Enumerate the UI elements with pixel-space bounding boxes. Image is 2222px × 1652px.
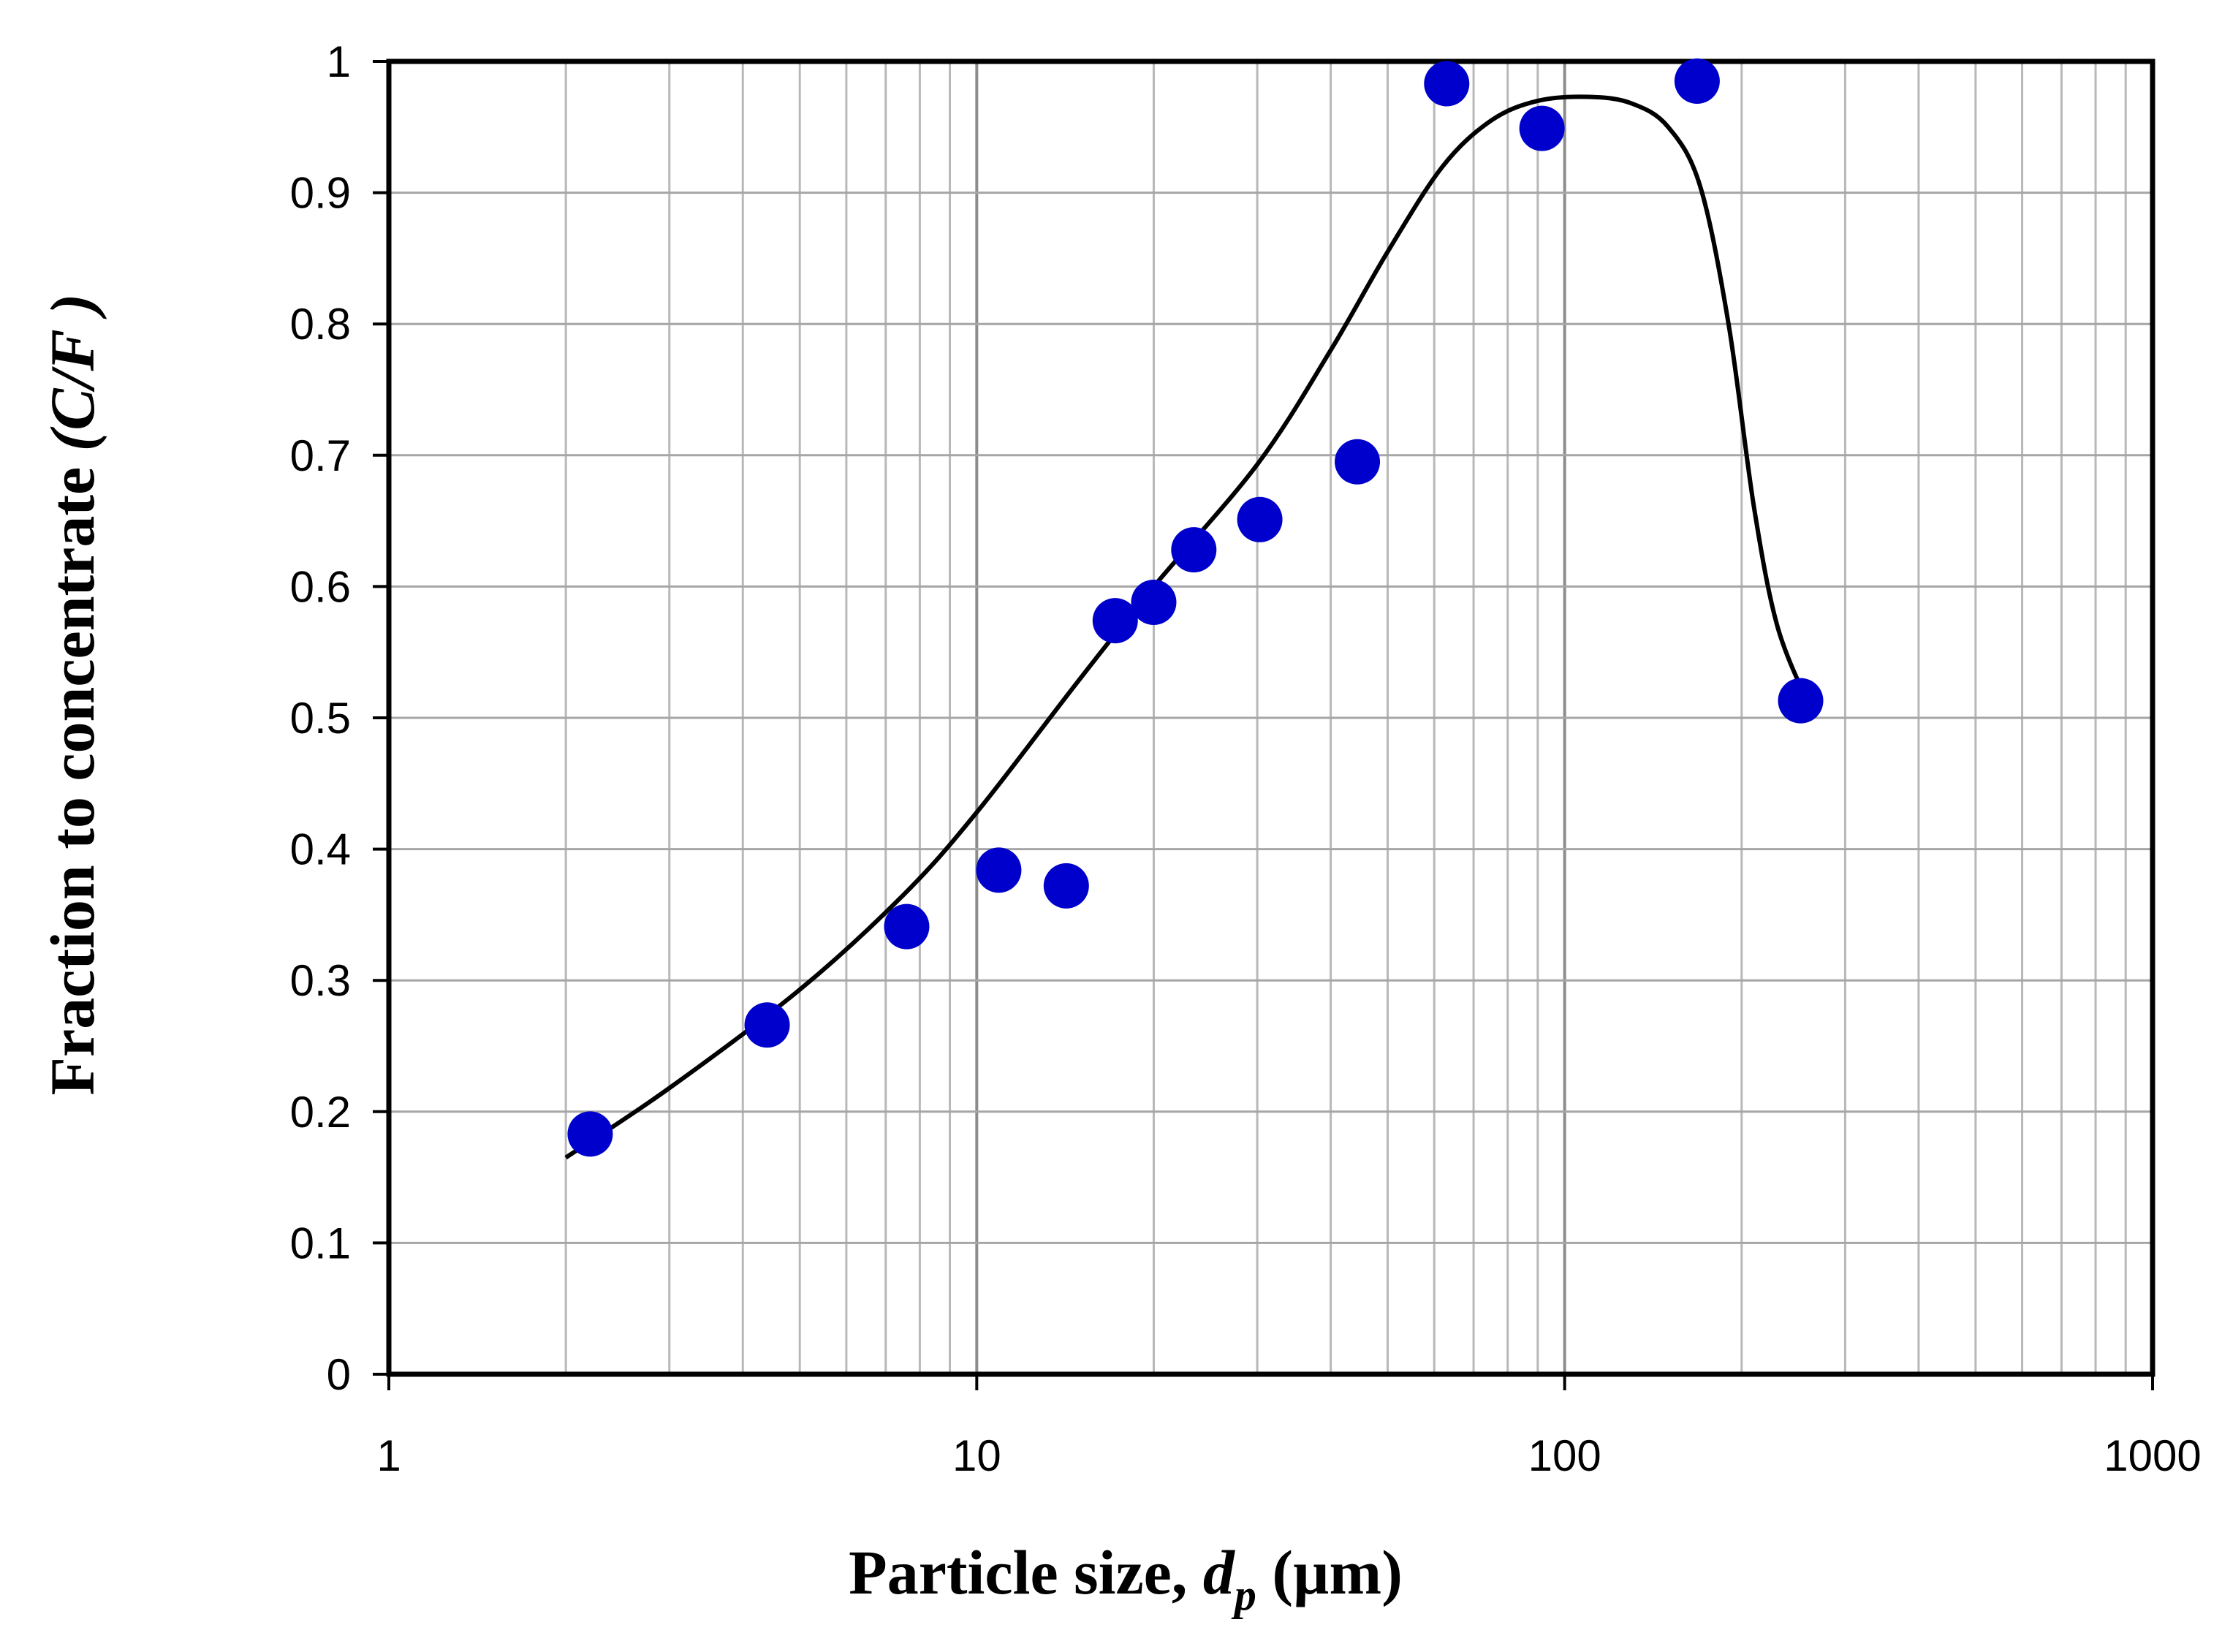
data-point [1092, 598, 1138, 644]
data-point [567, 1111, 613, 1157]
x-tick-label: 1000 [2104, 1431, 2201, 1480]
y-tick-label: 0 [327, 1350, 351, 1399]
x-tick-label: 100 [1528, 1431, 1601, 1480]
grid [389, 61, 2153, 1374]
data-point [976, 847, 1022, 893]
data-point [1171, 527, 1217, 573]
data-point [1043, 863, 1089, 909]
data-point [744, 1002, 790, 1048]
data-point [1237, 496, 1283, 542]
y-tick-label: 0.6 [290, 562, 351, 611]
x-tick-label: 10 [952, 1431, 1001, 1480]
data-point [884, 903, 930, 950]
fitted-curve [564, 94, 1811, 1160]
data-point [1519, 105, 1565, 151]
y-tick-label: 0.7 [290, 431, 351, 480]
y-tick-label: 0.1 [290, 1219, 351, 1268]
data-point [1131, 579, 1177, 625]
data-point [1674, 58, 1720, 104]
tick-labels: 0 0.1 0.2 0.3 0.4 0.5 0.6 0.7 0.8 0.9 1 1 10 100 1000 [290, 37, 2202, 1480]
data-point [1778, 678, 1824, 724]
y-axis-title: Fraction to concentrate (C/F ) [37, 293, 107, 1095]
x-tick-label: 1 [376, 1431, 401, 1480]
x-axis-title: Particle size, dp (µm) [849, 1537, 1403, 1619]
y-tick-label: 0.2 [290, 1088, 351, 1137]
data-point [1424, 61, 1470, 107]
y-tick-label: 0.5 [290, 694, 351, 743]
data-points-layer [567, 58, 1824, 1157]
y-tick-label: 0.3 [290, 956, 351, 1005]
y-tick-label: 0.8 [290, 300, 351, 349]
y-tick-label: 0.9 [290, 169, 351, 218]
fitted-curve-layer [564, 94, 1811, 1160]
y-tick-label: 0.4 [290, 825, 351, 874]
axes [373, 58, 2155, 1390]
y-tick-label: 1 [327, 37, 351, 86]
data-point [1335, 439, 1381, 485]
